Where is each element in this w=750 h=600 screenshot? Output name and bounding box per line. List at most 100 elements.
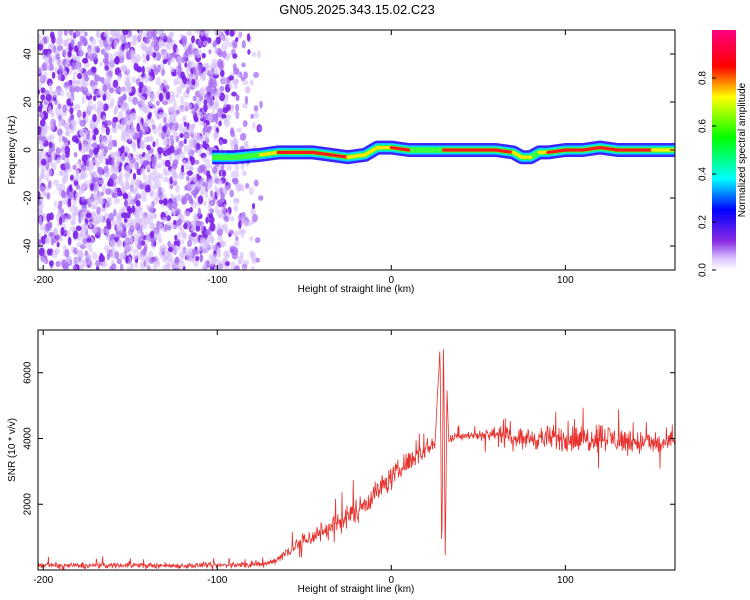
noise-point [130, 262, 134, 268]
noise-point [179, 133, 184, 139]
noise-point [56, 128, 63, 137]
noise-point [132, 172, 137, 180]
noise-point [39, 186, 46, 192]
signal-track-core [363, 146, 379, 157]
noise-point [105, 126, 110, 136]
noise-point [241, 219, 247, 226]
noise-point [51, 250, 58, 259]
noise-point [80, 211, 85, 221]
noise-point [203, 200, 207, 207]
noise-point [134, 161, 140, 171]
noise-point [162, 216, 168, 223]
noise-point [124, 171, 131, 180]
noise-point [111, 248, 116, 255]
noise-point [44, 111, 49, 120]
noise-point [80, 86, 85, 93]
noise-point [128, 236, 134, 243]
noise-point [164, 159, 171, 168]
noise-point [161, 100, 169, 106]
noise-point [186, 87, 190, 94]
noise-point [115, 224, 121, 230]
noise-point [162, 176, 169, 183]
noise-point [134, 214, 140, 223]
noise-point [212, 113, 218, 121]
noise-point [191, 126, 195, 135]
noise-point [235, 236, 239, 242]
noise-point [96, 226, 102, 236]
noise-point [221, 76, 227, 85]
noise-point [217, 107, 224, 114]
noise-point [166, 148, 172, 156]
noise-point [152, 263, 158, 270]
noise-point [158, 199, 164, 205]
noise-point [216, 199, 223, 207]
noise-point [67, 198, 72, 208]
noise-point [74, 104, 81, 110]
noise-point [173, 240, 178, 246]
noise-point [190, 140, 197, 149]
noise-point [169, 66, 176, 73]
noise-point [107, 53, 114, 62]
noise-point [140, 167, 146, 176]
noise-point [221, 42, 228, 51]
noise-point [185, 176, 190, 181]
noise-point [144, 105, 151, 115]
noise-point [126, 130, 133, 138]
noise-point [143, 73, 150, 83]
signal-track-core [311, 150, 332, 157]
noise-point [208, 213, 214, 219]
noise-point [58, 134, 62, 144]
noise-point [180, 71, 185, 80]
noise-point [81, 195, 86, 203]
noise-point [67, 236, 72, 246]
spectrogram-x-tick-label: -100 [207, 275, 227, 286]
noise-point [146, 144, 151, 151]
noise-point [58, 169, 63, 176]
noise-point [184, 62, 188, 68]
noise-point [40, 235, 46, 245]
noise-point [175, 184, 180, 193]
noise-point [86, 237, 92, 243]
noise-point [78, 253, 85, 259]
noise-point [125, 50, 131, 60]
signal-track [212, 140, 675, 165]
noise-point [91, 142, 98, 149]
noise-point [237, 31, 242, 40]
noise-point [176, 85, 183, 95]
noise-point [38, 209, 43, 217]
noise-point [63, 170, 69, 179]
snr-y-tick-label: 2000 [23, 493, 34, 516]
noise-point [178, 54, 182, 61]
noise-point [205, 62, 210, 71]
noise-point [211, 166, 218, 174]
noise-point [107, 177, 114, 187]
spectrogram-y-tick-label: -20 [23, 190, 34, 205]
noise-point [232, 53, 238, 59]
noise-point [58, 65, 63, 73]
noise-point [241, 266, 247, 270]
noise-point [119, 263, 124, 270]
noise-point [102, 227, 109, 234]
noise-point [73, 257, 80, 265]
noise-point [108, 199, 113, 207]
noise-point [124, 113, 129, 122]
noise-point [235, 183, 242, 192]
noise-point [179, 239, 185, 245]
noise-point [198, 88, 205, 96]
noise-point [145, 184, 151, 191]
noise-point [223, 203, 227, 212]
noise-point [108, 212, 115, 222]
noise-point [150, 189, 155, 197]
snr-x-label: Height of straight line (km) [298, 584, 415, 595]
noise-point [121, 102, 128, 112]
noise-point [103, 30, 110, 38]
noise-point [217, 228, 224, 236]
noise-point [132, 96, 139, 106]
noise-point [203, 103, 208, 112]
noise-point [148, 44, 153, 53]
noise-point [157, 173, 164, 180]
noise-point [224, 216, 230, 223]
noise-point [120, 229, 127, 238]
noise-point [233, 78, 239, 84]
noise-point [239, 71, 243, 78]
